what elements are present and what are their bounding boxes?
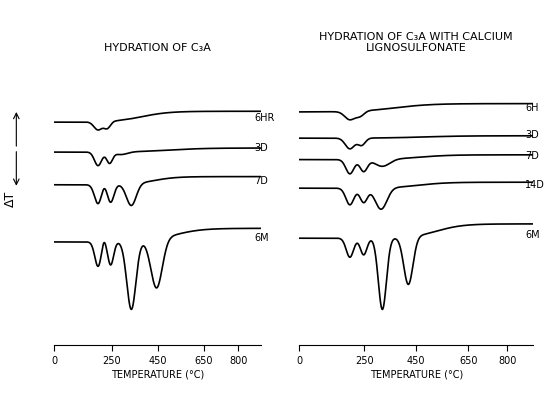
- Title: HYDRATION OF C₃A WITH CALCIUM
LIGNOSULFONATE: HYDRATION OF C₃A WITH CALCIUM LIGNOSULFO…: [319, 32, 513, 53]
- Text: 6H: 6H: [526, 103, 539, 114]
- Text: 6M: 6M: [526, 229, 540, 240]
- Title: HYDRATION OF C₃A: HYDRATION OF C₃A: [104, 43, 211, 53]
- Text: 7D: 7D: [254, 176, 268, 186]
- Text: ΔT: ΔT: [4, 191, 17, 206]
- X-axis label: TEMPERATURE (°C): TEMPERATURE (°C): [111, 370, 205, 380]
- Text: 7D: 7D: [526, 151, 539, 161]
- Text: 6M: 6M: [254, 233, 269, 243]
- Text: 3D: 3D: [254, 143, 268, 153]
- X-axis label: TEMPERATURE (°C): TEMPERATURE (°C): [369, 370, 463, 380]
- Text: 14D: 14D: [526, 179, 544, 190]
- Text: 6HR: 6HR: [254, 113, 275, 123]
- Text: 3D: 3D: [526, 129, 539, 140]
